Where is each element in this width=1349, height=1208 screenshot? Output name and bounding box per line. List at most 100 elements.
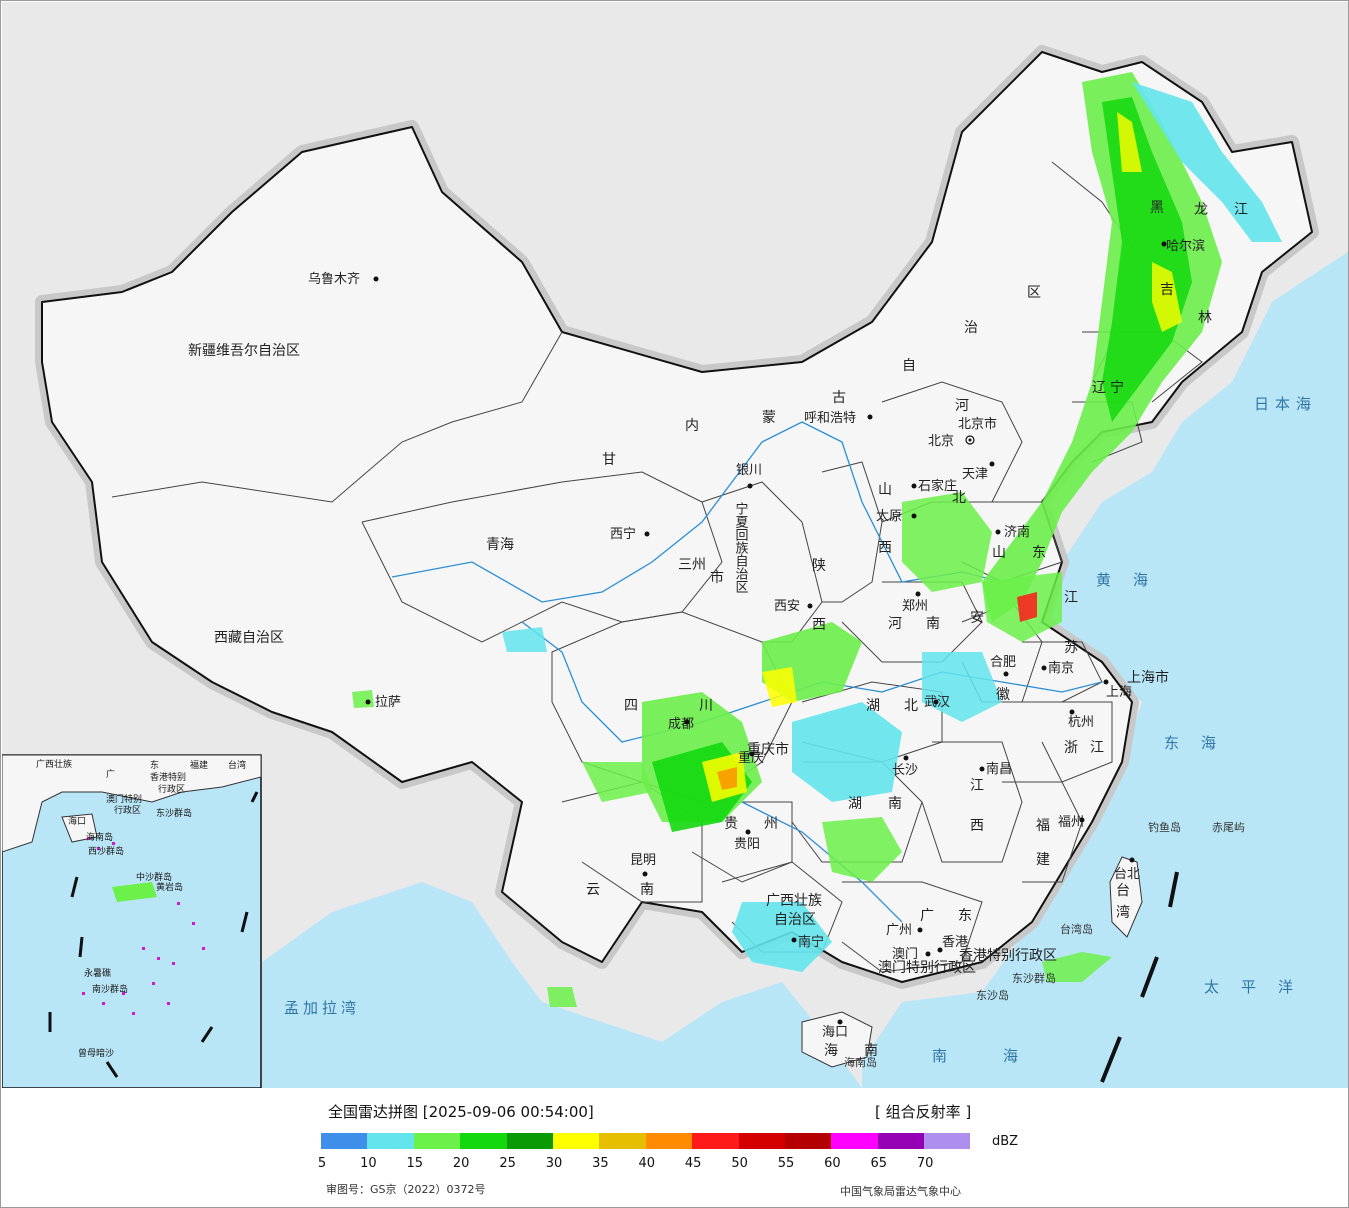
legend-swatch [460,1133,507,1149]
sea-labels: 日本海 黄海 东海 太平洋 南海 孟加拉湾 [284,395,1317,1065]
label-xi-sx: 西 [878,540,892,556]
city-jinan: 济南 [1004,524,1030,540]
label-bei-hub: 北 [904,698,918,714]
city-urumqi: 乌鲁木齐 [308,271,360,287]
legend-swatch [784,1133,832,1149]
label-zi: 自 [902,358,916,374]
inset-haikou: 海口 [68,815,86,827]
label-guangxi-zzq: 自治区 [774,912,816,928]
label-nei: 内 [685,418,699,434]
label-dong-sd: 东 [1032,545,1046,561]
city-hefei: 合肥 [990,655,1016,670]
bay-of-bengal-area [262,882,862,1088]
sea-bengal: 孟加拉湾 [284,999,360,1017]
label-lin: 林 [1198,310,1212,326]
label-xi-shaan: 西 [812,617,826,633]
inset-macao: 澳门特别 [106,793,142,805]
island-dongsha-group: 东沙群岛 [1012,971,1056,985]
inset-zengmu: 曾母暗沙 [78,1047,114,1059]
legend-tick-label: 10 [360,1156,377,1171]
label-hu-hb: 湖 [866,698,880,714]
legend-swatch [413,1133,461,1149]
inset-hk-sar: 行政区 [158,783,185,795]
label-shanghai: 上海市 [1127,669,1169,686]
organization-name: 中国气象局雷达气象中心 [840,1185,961,1198]
city-changsha: 长沙 [892,763,918,778]
label-zhou: 州 [764,816,778,832]
sea-pacific: 太平洋 [1204,978,1315,996]
label-tai: 台 [1116,883,1130,899]
label-he-hn: 河 [888,616,902,632]
province-labels: 新疆维吾尔自治区 西藏自治区 青海 甘 内 蒙 古 自 治 区 黑 龙 江 吉 … [188,200,1248,1059]
city-shanghai: 上海 [1106,685,1132,700]
label-shan-sx: 山 [878,482,892,498]
label-xizang: 西藏自治区 [214,630,284,646]
label-xinjiang: 新疆维吾尔自治区 [188,343,300,359]
label-jiang-js: 江 [1064,590,1078,606]
label-sanzhou: 三州 [678,557,706,573]
legend-title: 全国雷达拼图 [2025-09-06 00:54:00] [328,1103,594,1121]
city-hohhot: 呼和浩特 [804,411,856,426]
label-jiang-jx: 江 [970,778,984,794]
legend-swatch [877,1133,925,1149]
city-macao: 澳门 [892,946,918,962]
label-qinghai: 青海 [486,537,514,553]
label-nan-hun: 南 [888,796,902,812]
legend-tick-label: 60 [824,1156,841,1171]
city-nanjing: 南京 [1048,660,1074,676]
city-xining: 西宁 [610,526,636,542]
label-guang: 广 [920,908,934,924]
east-sea-area [862,252,1348,1088]
island-taiwan: 台湾岛 [1060,922,1093,936]
legend-swatch [506,1133,553,1149]
label-wan: 湾 [1116,904,1130,921]
inset-fujian: 福建 [190,759,208,771]
city-tianjin: 天津 [962,467,988,482]
nine-dash-line [1100,871,1179,1083]
china-radar-map: 新疆维吾尔自治区 西藏自治区 青海 甘 内 蒙 古 自 治 区 黑 龙 江 吉 … [1,2,1348,1089]
legend-swatch [831,1133,878,1149]
legend-tick-label: 70 [916,1156,934,1171]
city-hangzhou: 杭州 [1068,715,1094,730]
legend-tick-label: 50 [731,1156,748,1171]
city-guiyang: 贵阳 [734,837,760,852]
label-chuan: 川 [699,698,713,714]
label-gu: 古 [832,390,846,406]
sea-yellow: 黄海 [1096,571,1170,589]
city-nanchang: 南昌 [986,761,1012,777]
label-hei: 黑 [1150,200,1164,216]
city-kunming: 昆明 [630,853,656,868]
label-bei-hb: 北 [952,490,966,506]
inset-zhongsha: 中沙群岛 [136,871,172,883]
label-dong-gd: 东 [958,908,972,924]
city-labels: 乌鲁木齐 拉萨 西宁 银川 呼和浩特 北京 天津 石家庄 太原 济南 [308,238,1205,1040]
sea-east: 东海 [1164,734,1238,752]
legend-ticks: 5 10 15 20 25 30 35 40 45 50 55 60 65 70 [302,1156,1002,1172]
sea-japan: 日本海 [1254,395,1317,413]
city-hongkong: 香港 [942,935,968,950]
label-hongkong-sar: 香港特别行政区 [959,948,1057,964]
inset-taiwan: 台湾 [228,759,246,771]
city-fuzhou: 福州 [1058,815,1084,830]
label-ning-ln: 宁 [1110,379,1124,396]
inset-dong: 东 [150,759,159,771]
inset-xisha: 西沙群岛 [88,845,124,857]
inset-guangxi: 广西壮族 [36,758,72,770]
label-guangxi: 广西壮族 [766,893,822,909]
label-nan-hn: 南 [926,616,940,632]
city-beijing-shi: 北京市 [958,416,997,432]
label-xi-jx: 西 [970,818,984,834]
city-taipei: 台北 [1114,867,1140,882]
inset-hainan: 海南岛 [86,831,113,843]
map-approval-number: 审图号：GS京（2022）0372号 [326,1183,486,1196]
inset-huangyan: 黄岩岛 [156,881,183,893]
legend-unit: dBZ [992,1134,1019,1149]
inset-labels: 广西壮族 广 东 福建 台湾 澳门特别 香港特别 行政区 行政区 海口 海南岛 … [36,758,246,1059]
island-diaoyu: 钓鱼岛 [1148,820,1181,834]
map-canvas: 新疆维吾尔自治区 西藏自治区 青海 甘 内 蒙 古 自 治 区 黑 龙 江 吉 … [1,45,1348,1089]
label-jiang-zj: 江 [1090,740,1104,756]
label-fu: 福 [1036,818,1050,834]
label-he-hb: 河 [955,398,969,414]
label-su: 苏 [1064,640,1078,656]
